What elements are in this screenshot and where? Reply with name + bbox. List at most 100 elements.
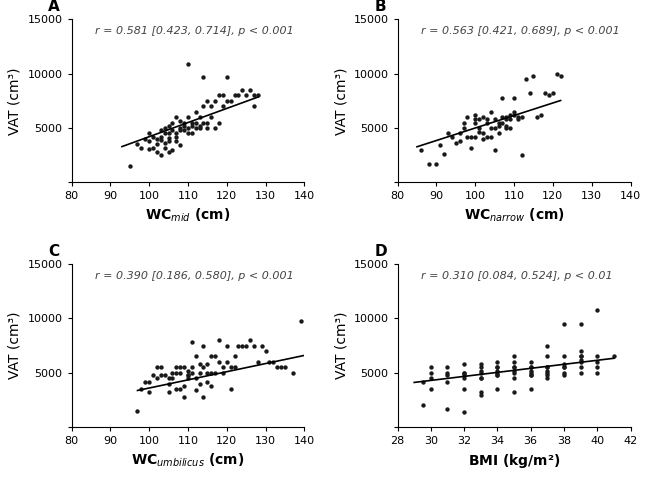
Point [183,367,193,374]
Point [443,130,453,137]
Point [476,363,486,371]
Point [175,124,185,132]
Point [542,342,552,349]
Point [171,133,181,141]
Y-axis label: VAT (cm³): VAT (cm³) [8,312,22,379]
Point [253,92,263,99]
Text: r = 0.310 [0.084, 0.524], p < 0.01: r = 0.310 [0.084, 0.524], p < 0.01 [421,271,612,280]
Point [517,113,527,121]
Point [187,122,197,130]
Point [155,363,166,371]
Point [426,369,436,377]
Point [509,363,519,371]
Point [151,363,162,371]
Point [575,358,586,366]
Point [525,363,536,371]
Point [214,336,224,344]
Y-axis label: VAT (cm³): VAT (cm³) [8,67,22,134]
Point [417,378,428,385]
Point [155,151,166,159]
Point [559,360,569,368]
Point [474,129,484,136]
Point [295,317,306,324]
Point [552,70,562,77]
Point [261,347,271,355]
Point [229,363,240,371]
Point [194,113,205,121]
Point [476,388,486,396]
Point [459,360,469,368]
Point [462,113,473,121]
Point [194,122,205,130]
Point [144,388,154,396]
Point [206,382,216,390]
Point [517,151,527,159]
Point [458,119,469,126]
Point [476,374,486,382]
Point [148,371,158,379]
Point [492,358,502,366]
Point [249,92,259,99]
Point [163,380,174,387]
Point [482,119,492,126]
Point [492,371,502,379]
Point [417,402,428,409]
Point [478,130,488,137]
Point [459,369,469,377]
Point [144,378,154,385]
Point [272,363,283,371]
Point [280,363,290,371]
Point [492,385,502,393]
X-axis label: $\mathbf{BMI}$ (kg/m²): $\mathbf{BMI}$ (kg/m²) [468,452,560,470]
Point [287,369,298,377]
Point [179,363,189,371]
Point [525,371,536,379]
Point [542,363,552,371]
Point [559,369,569,377]
Point [575,347,586,355]
Point [187,369,197,377]
Point [478,113,488,121]
Point [155,126,166,134]
Point [151,135,162,143]
Point [210,124,220,132]
Point [486,124,496,132]
Point [525,385,536,393]
Point [505,111,515,119]
Point [171,363,181,371]
Point [190,353,201,360]
Point [525,371,536,379]
Point [151,374,162,382]
Point [183,130,193,137]
Point [474,116,484,123]
Point [497,94,508,101]
Point [442,378,452,385]
Point [202,119,213,126]
Point [198,119,209,126]
Point [206,102,216,110]
Point [276,363,286,371]
Point [442,363,452,371]
Point [492,363,502,371]
Point [175,363,185,371]
Point [218,363,228,371]
Point [159,124,170,132]
Point [592,306,603,313]
Point [194,360,205,368]
Point [218,369,228,377]
Point [218,92,228,99]
Point [187,363,197,371]
Y-axis label: VAT (cm³): VAT (cm³) [334,67,348,134]
Text: r = 0.581 [0.423, 0.714], p < 0.001: r = 0.581 [0.423, 0.714], p < 0.001 [95,26,294,36]
Point [257,342,267,349]
Point [237,342,248,349]
Point [548,89,558,97]
Point [493,130,504,137]
Point [592,369,603,377]
Point [163,388,174,396]
Point [163,148,174,156]
Point [202,360,213,368]
Point [492,367,502,374]
Point [542,353,552,360]
Point [190,374,201,382]
